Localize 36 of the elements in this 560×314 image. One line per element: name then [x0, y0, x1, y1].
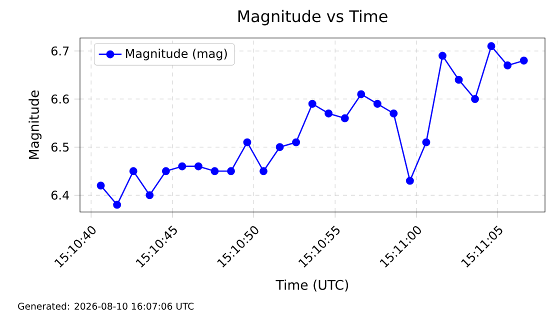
y-axis-title: Magnitude — [28, 90, 42, 159]
point — [454, 76, 463, 84]
point — [129, 167, 138, 176]
point — [390, 109, 398, 118]
point — [308, 100, 316, 108]
legend-label: Magnitude (mag) — [126, 48, 227, 60]
point — [422, 138, 430, 146]
point — [487, 42, 496, 50]
point — [260, 167, 268, 176]
point — [96, 182, 105, 190]
point — [113, 200, 122, 209]
point — [227, 167, 235, 176]
y-tick-label: 6.4 — [51, 190, 69, 200]
point — [146, 191, 154, 200]
point — [243, 138, 252, 146]
point — [276, 143, 284, 152]
point — [178, 162, 186, 170]
y-tick-label: 6.7 — [51, 46, 69, 56]
point — [471, 95, 479, 104]
point — [406, 176, 414, 185]
point — [292, 138, 300, 146]
point — [210, 167, 219, 176]
y-tick-label: 6.6 — [51, 94, 69, 104]
point — [194, 162, 202, 170]
point — [357, 90, 366, 98]
x-axis-title: Time (UTC) — [276, 280, 348, 292]
point — [373, 100, 382, 108]
y-tick-label: 6.5 — [51, 142, 69, 152]
point — [504, 61, 512, 70]
text: Generated: 2026-08-10 16:07:06 UTC — [18, 302, 194, 310]
point — [340, 114, 349, 122]
point — [438, 52, 446, 60]
point — [324, 109, 333, 118]
point — [520, 56, 528, 65]
chart-title: Magnitude vs Time — [238, 10, 388, 26]
point — [162, 167, 170, 176]
